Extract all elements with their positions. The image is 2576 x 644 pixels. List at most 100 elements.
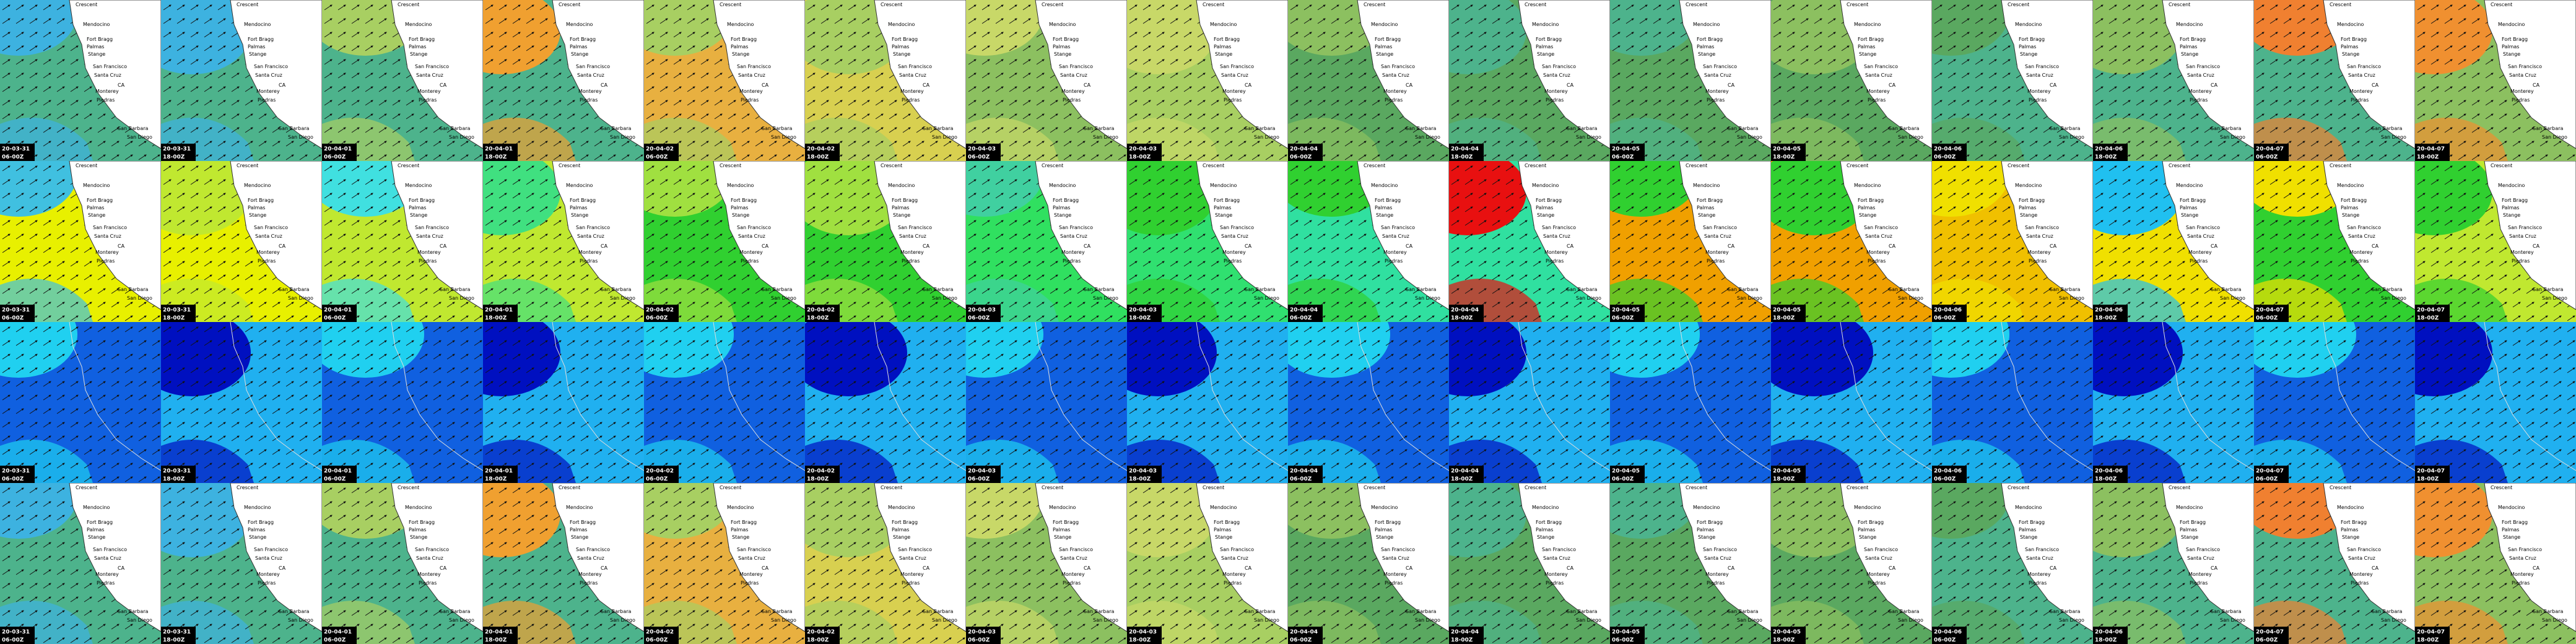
stamp-box — [1449, 466, 1484, 483]
city-label: San Diego — [2381, 134, 2406, 140]
stamp-box — [1771, 627, 1806, 644]
city-label: Palmas — [409, 44, 426, 50]
city-label: Santa Cruz — [1543, 72, 1570, 78]
city-label: San Francisco — [2025, 64, 2059, 69]
city-label: San Francisco — [1703, 547, 1737, 552]
city-label: Crescent — [1042, 485, 1063, 490]
city-label: Santa Cruz — [416, 72, 443, 78]
city-label: Fort Bragg — [1858, 37, 1884, 42]
city-label: Stange — [732, 51, 749, 57]
time-label: 18-00Z — [1773, 637, 1795, 643]
city-label: Mendocino — [1854, 505, 1881, 510]
city-label: Mendocino — [727, 22, 754, 27]
city-label: Santa Cruz — [1221, 555, 1248, 561]
city-label: Stange — [410, 534, 427, 540]
stamp-box — [0, 144, 35, 161]
wind-arrows — [322, 322, 483, 483]
city-label: Crescent — [1364, 485, 1385, 490]
stamp-box — [1449, 627, 1484, 644]
time-label: 06-00Z — [1290, 637, 1312, 643]
city-label: Crescent — [1847, 163, 1868, 168]
city-label: Monterey — [900, 572, 924, 577]
city-label: Palmas — [1214, 205, 1231, 211]
city-label: Monterey — [2027, 572, 2051, 577]
map-tile: 20-04-01 06-00Z — [322, 322, 483, 483]
city-label: CA — [279, 565, 286, 571]
city-label: Santa Cruz — [1221, 233, 1248, 239]
stamp-box — [2093, 627, 2128, 644]
city-label: Crescent — [1686, 163, 1707, 168]
city-label: Monterey — [2027, 250, 2051, 255]
stamp-box — [483, 627, 518, 644]
city-label: San Diego — [2542, 295, 2567, 301]
date-label: 20-04-02 — [807, 307, 835, 313]
date-label: 20-03-31 — [2, 307, 30, 313]
city-label: Crescent — [1042, 2, 1063, 7]
city-label: Monterey — [1866, 572, 1890, 577]
city-label: San Diego — [127, 134, 152, 140]
city-label: San Francisco — [1703, 225, 1737, 230]
city-label: Piedras — [419, 580, 437, 586]
land — [1196, 161, 1288, 310]
time-label: 18-00Z — [2417, 476, 2439, 482]
city-label: Stange — [1376, 212, 1393, 218]
city-label: CA — [2372, 82, 2379, 88]
wind-arrows — [483, 322, 644, 483]
city-label: CA — [1889, 565, 1896, 571]
city-label: Palmas — [2180, 205, 2197, 211]
date-label: 20-04-05 — [1612, 146, 1640, 152]
city-label: San Francisco — [1381, 64, 1415, 69]
city-label: Crescent — [1525, 2, 1546, 7]
city-label: Mendocino — [83, 22, 110, 27]
land — [1518, 0, 1610, 149]
time-label: 06-00Z — [968, 315, 990, 321]
city-label: CA — [601, 82, 608, 88]
city-label: Piedras — [2029, 258, 2047, 264]
stamp-box — [644, 144, 679, 161]
stamp-box — [322, 627, 357, 644]
time-label: 18-00Z — [1773, 476, 1795, 482]
city-label: CA — [1567, 82, 1574, 88]
land — [391, 161, 483, 310]
stamp-box — [0, 466, 35, 483]
stamp-box — [805, 466, 840, 483]
city-label: Stange — [2181, 534, 2198, 540]
date-label: 20-04-01 — [324, 468, 352, 474]
city-label: Palmas — [1858, 527, 1875, 533]
land — [230, 0, 322, 149]
city-label: Mendocino — [1371, 505, 1398, 510]
city-label: Palmas — [1858, 205, 1875, 211]
date-label: 20-04-02 — [807, 146, 835, 152]
city-label: Palmas — [731, 205, 748, 211]
city-label: Fort Bragg — [2019, 198, 2045, 203]
city-label: Stange — [1537, 534, 1554, 540]
city-label: San Francisco — [1864, 64, 1898, 69]
city-label: Piedras — [1385, 97, 1403, 103]
time-label: 06-00Z — [1290, 154, 1312, 160]
city-label: San Diego — [1737, 617, 1762, 623]
city-label: Santa Cruz — [2187, 72, 2214, 78]
city-label: San Francisco — [2025, 547, 2059, 552]
city-label: Crescent — [1686, 485, 1707, 490]
city-label: Mendocino — [2176, 183, 2203, 188]
city-label: San Diego — [2059, 295, 2084, 301]
time-label: 18-00Z — [2417, 154, 2439, 160]
land — [1035, 161, 1127, 310]
date-label: 20-04-04 — [1290, 146, 1318, 152]
city-label: Monterey — [256, 572, 280, 577]
city-label: San Barbara — [2211, 609, 2242, 614]
city-label: San Barbara — [1728, 609, 1759, 614]
city-label: CA — [440, 565, 447, 571]
wind-arrows — [2415, 322, 2576, 483]
land — [2323, 0, 2415, 149]
time-label: 18-00Z — [1129, 476, 1151, 482]
city-label: Fort Bragg — [2341, 198, 2367, 203]
city-label: Monterey — [578, 572, 602, 577]
city-label: CA — [118, 243, 125, 249]
city-label: San Diego — [2542, 617, 2567, 623]
city-label: Crescent — [2169, 163, 2190, 168]
city-label: Mendocino — [1210, 183, 1237, 188]
